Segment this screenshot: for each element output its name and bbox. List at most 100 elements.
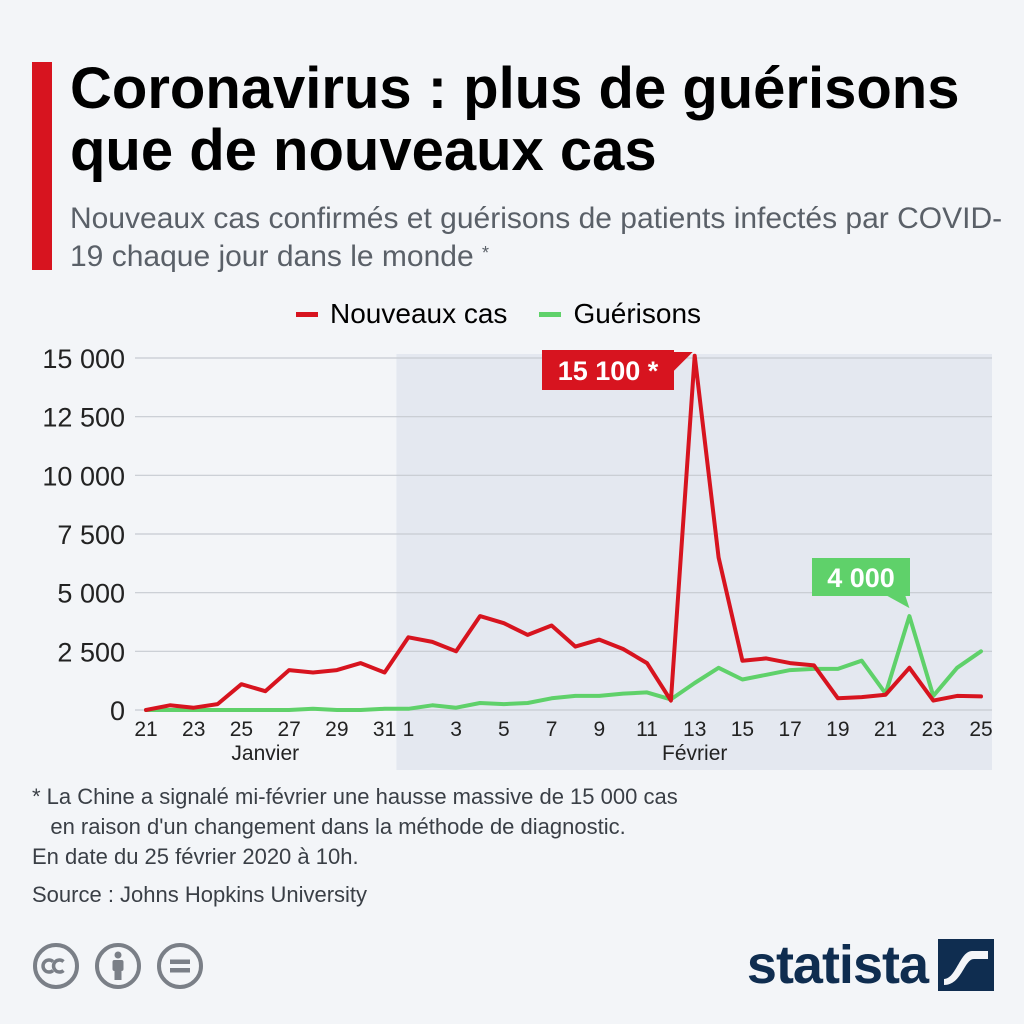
annotation-peak-cases-box (542, 350, 674, 390)
x-tick-label: 7 (546, 718, 558, 741)
data-point (621, 647, 625, 651)
y-tick-label: 15 000 (42, 344, 125, 374)
x-tick-label: 27 (277, 718, 300, 741)
data-point (287, 708, 291, 712)
x-tick-label: 17 (778, 718, 801, 741)
y-tick-label: 2 500 (57, 637, 125, 667)
data-point (263, 689, 267, 693)
x-tick-label: 3 (450, 718, 462, 741)
y-tick-label: 5 000 (57, 579, 125, 609)
data-point (740, 659, 744, 663)
data-point (239, 708, 243, 712)
data-point (693, 681, 697, 685)
legend-swatch-red (296, 311, 318, 317)
x-tick-label: 15 (731, 718, 754, 741)
data-point (144, 708, 148, 712)
x-tick-label: 1 (403, 718, 415, 741)
footnote-line-3: En date du 25 février 2020 à 10h. (32, 844, 359, 869)
data-point (406, 707, 410, 711)
source-text: Source : Johns Hopkins University (32, 882, 368, 907)
data-point (955, 666, 959, 670)
data-point (764, 673, 768, 677)
legend-item-nouveaux-cas: Nouveaux cas (296, 298, 507, 330)
footnote-line-1: * La Chine a signalé mi-février une haus… (32, 784, 678, 809)
x-tick-label: 23 (182, 718, 205, 741)
data-point (359, 708, 363, 712)
data-point (669, 699, 673, 703)
title-accent-bar (32, 62, 52, 270)
data-point (502, 621, 506, 625)
data-point (359, 661, 363, 665)
data-point (621, 692, 625, 696)
data-point (884, 693, 888, 697)
data-point (645, 661, 649, 665)
data-point (263, 708, 267, 712)
x-tick-label: 25 (969, 718, 992, 741)
data-point (979, 649, 983, 653)
data-point (239, 682, 243, 686)
annotation-peak-recoveries-box (812, 558, 910, 596)
data-point (430, 703, 434, 707)
data-point (430, 640, 434, 644)
legend-swatch-green (539, 311, 562, 317)
data-point (573, 694, 577, 698)
x-tick-label: 29 (325, 718, 348, 741)
data-point (597, 638, 601, 642)
data-point (693, 354, 697, 358)
legend-label-nouveaux-cas: Nouveaux cas (330, 298, 508, 329)
month-label: Janvier (231, 742, 299, 765)
data-point (717, 555, 721, 559)
x-tick-label: 13 (683, 718, 706, 741)
legend-label-guerisons: Guérisons (573, 298, 702, 329)
x-tick-label: 25 (230, 718, 253, 741)
footnote-line-2: en raison d'un changement dans la méthod… (32, 814, 626, 839)
subtitle-footnote-mark: * (481, 243, 489, 263)
data-point (478, 701, 482, 705)
data-point (526, 701, 530, 705)
data-point (788, 668, 792, 672)
data-point (836, 696, 840, 700)
series-line-nouveaux-cas (144, 353, 983, 712)
data-point (383, 670, 387, 674)
data-point (836, 667, 840, 671)
annotation-peak-cases-pointer (672, 352, 693, 372)
data-point (454, 706, 458, 710)
data-point (740, 677, 744, 681)
footnote: * La Chine a signalé mi-février une haus… (32, 782, 992, 872)
data-point (454, 649, 458, 653)
attribution-icon[interactable] (94, 942, 142, 990)
data-point (860, 695, 864, 699)
x-tick-label: 5 (498, 718, 510, 741)
data-point (907, 614, 911, 618)
annotation-peak-recoveries-label: 4 000 (827, 563, 895, 593)
data-point (168, 708, 172, 712)
data-point (931, 699, 935, 703)
x-tick-label: 31 (373, 718, 396, 741)
license-icons (32, 942, 218, 990)
x-tick-label: 9 (593, 718, 605, 741)
data-point (764, 656, 768, 660)
x-tick-label: 21 (134, 718, 157, 741)
data-point (383, 707, 387, 711)
x-tick-label: 21 (874, 718, 897, 741)
data-point (311, 707, 315, 711)
subtitle-text: Nouveaux cas confirmés et guérisons de p… (70, 202, 1003, 273)
data-point (597, 694, 601, 698)
no-derivatives-icon[interactable] (156, 942, 204, 990)
data-point (502, 702, 506, 706)
annotation-peak-recoveries-pointer (887, 596, 910, 609)
data-point (335, 708, 339, 712)
data-point (168, 703, 172, 707)
data-point (216, 702, 220, 706)
data-point (812, 663, 816, 667)
data-point (550, 624, 554, 628)
creative-commons-icon[interactable] (32, 942, 80, 990)
series-line-guerisons (144, 614, 983, 712)
x-tick-label: 11 (636, 718, 658, 741)
data-point (717, 666, 721, 670)
data-point (335, 668, 339, 672)
data-point (287, 668, 291, 672)
x-tick-label: 19 (826, 718, 849, 741)
data-point (311, 670, 315, 674)
data-point (573, 645, 577, 649)
